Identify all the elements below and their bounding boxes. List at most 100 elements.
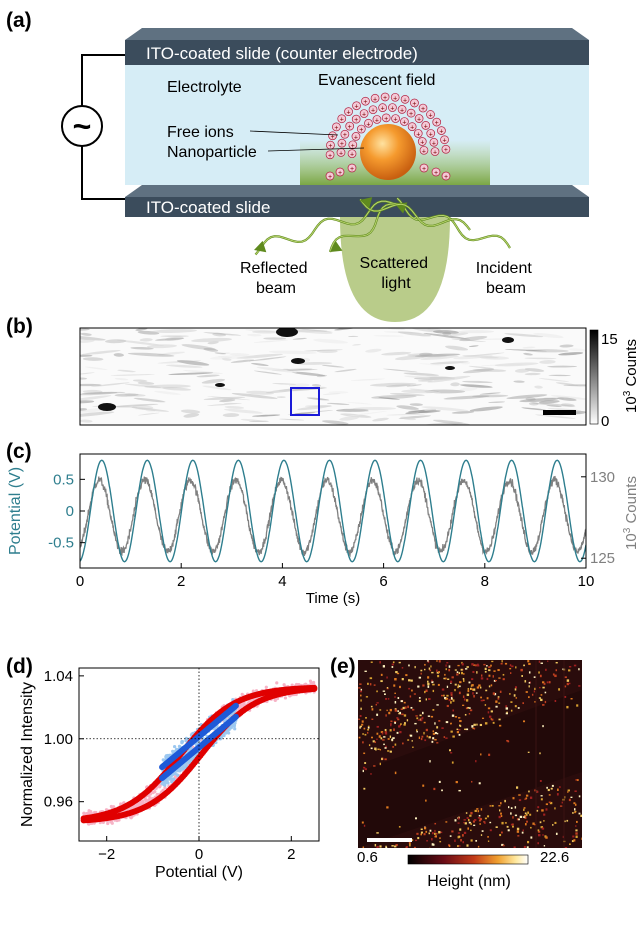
image-b-streak [292,337,308,340]
reflected-beam-label: Reflected beam [240,260,312,297]
chart-d-ytick-label: 0.96 [44,794,73,811]
ion [400,94,410,104]
afm-particle [373,684,376,686]
afm-particle [568,798,571,802]
image-b-streak [246,390,274,395]
afm-particle [497,669,500,672]
image-b-streak [263,337,287,340]
ion [400,117,409,126]
point-large-raw [275,681,279,685]
image-b-streak [219,399,236,403]
afm-particle [573,839,576,842]
afm-particle [445,721,449,724]
scattered-beam-highlight [329,203,401,253]
afm-particle [555,669,558,672]
afm-particle [510,701,513,703]
ion [370,93,380,103]
afm-particle [476,686,480,689]
afm-particle [428,832,431,835]
afm-particle [484,704,487,706]
panel-label-c: (c) [6,440,32,463]
afm-particle [476,664,480,667]
afm-particle [522,702,525,705]
image-b-streak [533,333,564,339]
light-beams [254,197,511,256]
image-b-bright-spot [276,328,298,337]
afm-particle [445,668,447,671]
image-b-streak [420,355,460,360]
ion-charge: + [393,95,397,102]
afm-particle [361,821,364,824]
point-small-raw [172,744,177,749]
image-b-streak [196,374,220,378]
afm-particle [578,812,581,815]
point-small-raw [190,732,194,736]
afm-particle [477,845,480,848]
afm-particle [512,797,515,800]
afm-particle [376,738,378,740]
ion [431,167,441,177]
ac-circuit [61,54,125,200]
ion [407,122,417,131]
image-b-streak [386,384,411,388]
image-b-streak [433,330,459,334]
ion [368,105,378,115]
afm-particle [473,695,475,698]
ion-charge: + [339,150,343,157]
afm-particle [454,669,457,671]
afm-particle [445,821,448,823]
afm-particle [517,707,520,709]
free-ions: ++++++ + + ++++++++++++ + + +++++++++++++++ + + +… [325,92,451,181]
image-b-streak [350,378,386,381]
image-b-streak [220,352,231,355]
afm-particle [548,681,551,684]
afm-particle [372,740,375,743]
colorbar-b-min: 0 [601,413,609,430]
afm-particle [526,814,528,816]
image-b-streak [217,356,233,358]
point-large-raw [109,804,113,809]
ion [388,103,397,112]
afm-particle [545,808,548,811]
afm-particle [382,690,386,692]
afm-particle [387,698,390,700]
ion-charge: + [429,131,433,138]
afm-particle [363,766,366,769]
afm-particle [460,839,462,842]
image-b-streak [326,402,350,405]
afm-particle [573,664,577,667]
afm-particle [532,822,535,825]
afm-particle [475,692,478,694]
afm-particle [376,845,379,848]
afm-particle [434,835,436,838]
afm-particle [457,664,460,667]
afm-particle [432,683,435,686]
afm-particle [409,844,411,847]
afm-particle [436,704,439,706]
afm-particle [436,742,439,744]
afm-particle [445,697,449,700]
point-large-raw [251,689,255,693]
chart-c-xtick-label: 8 [481,573,489,590]
afm-particle [462,668,464,671]
afm-particle [580,814,582,817]
afm-particle [386,676,388,679]
afm-particle [441,789,443,792]
afm-particle [501,821,504,825]
point-large-raw [294,682,299,687]
chart-c-y2tick-label: 125 [590,550,615,567]
image-b-streak [191,337,233,343]
image-b-streak [396,405,419,410]
afm-particle [361,723,364,726]
point-small-raw [170,780,174,784]
ion [351,114,361,124]
afm-particle [419,714,422,717]
afm-particle [480,753,482,756]
image-b-streak [147,344,178,349]
afm-particle [524,812,527,815]
afm-particle [436,660,438,662]
chart-d-xtick-label: 2 [287,846,295,863]
image-b-streak [127,352,175,357]
afm-particle [431,740,434,743]
image-b-streak [224,408,263,414]
